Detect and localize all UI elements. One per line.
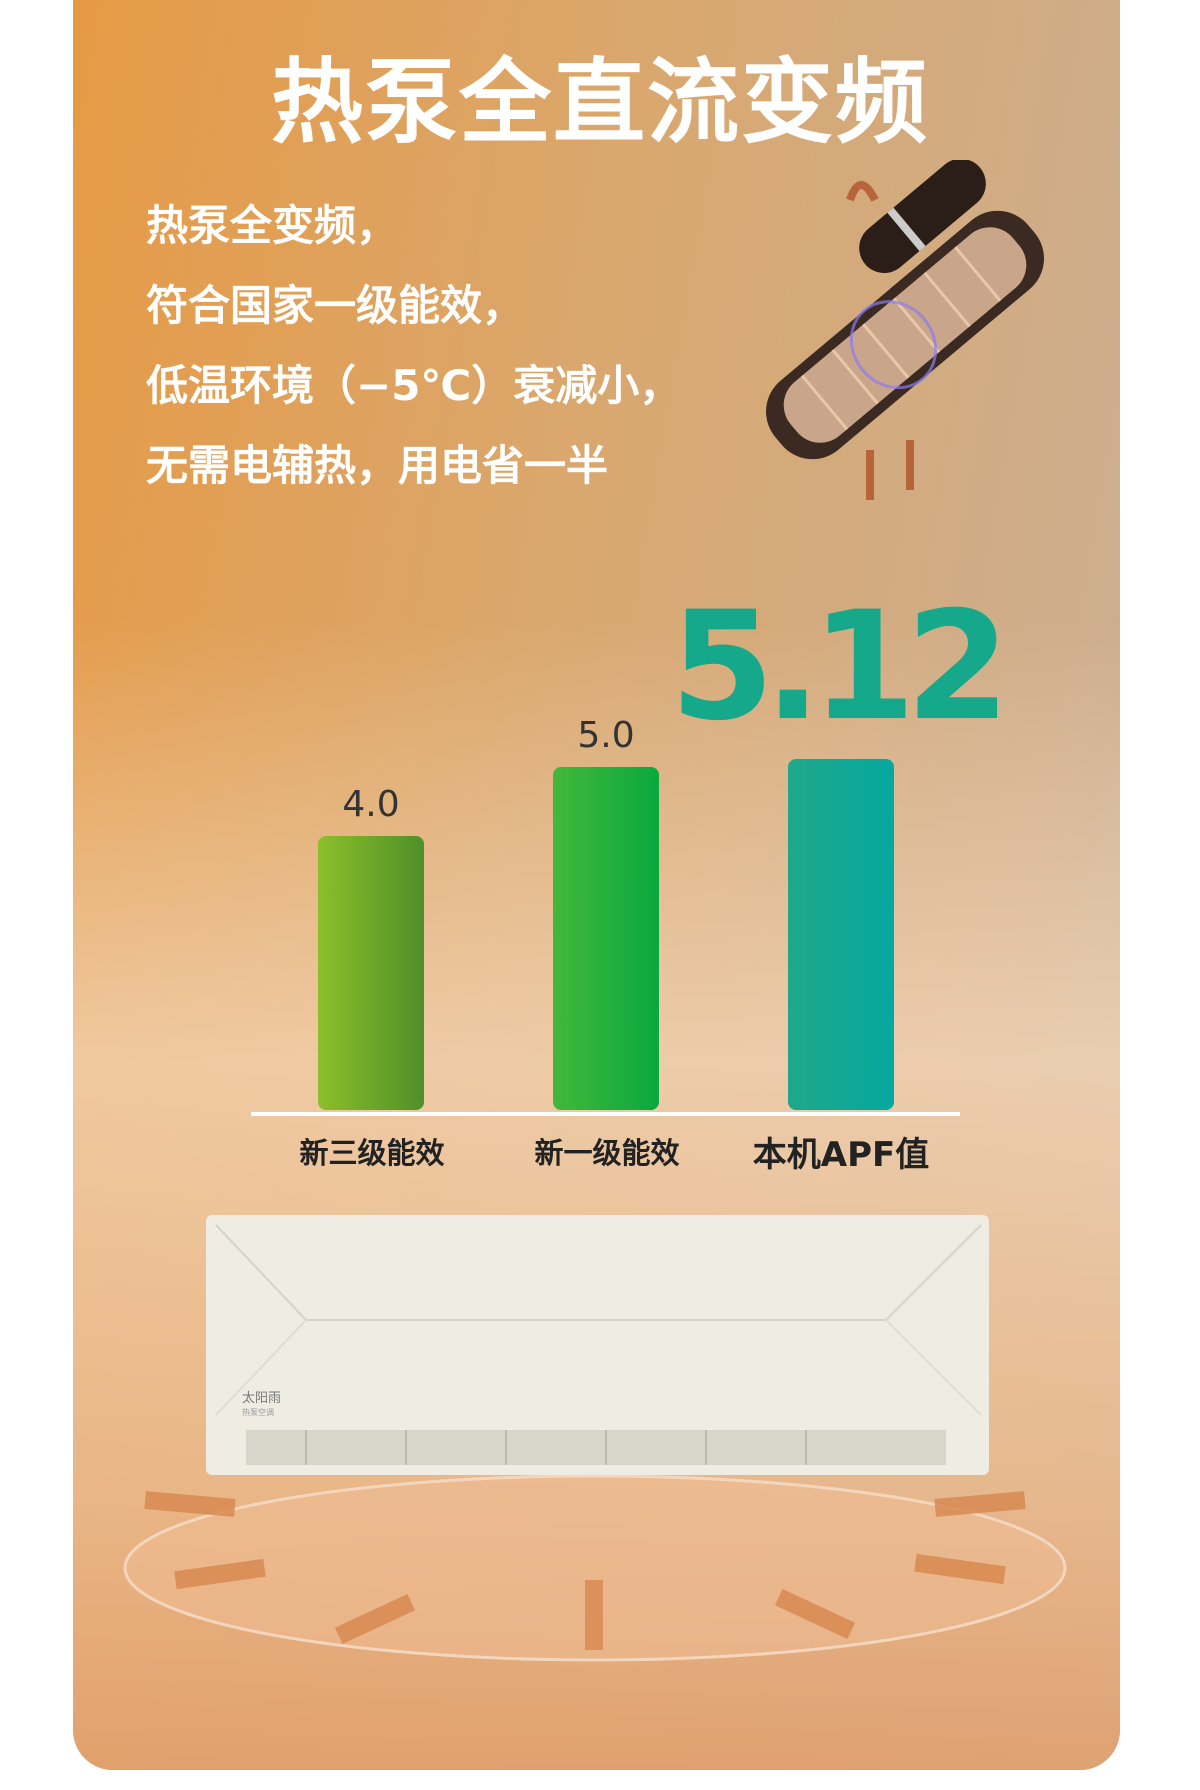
air-conditioner-image: 太阳雨 热泵空调 — [206, 1215, 989, 1475]
compressor-image — [766, 160, 1044, 500]
bar-value-label: 5.0 — [577, 715, 635, 757]
description-line: 符合国家一级能效， — [146, 281, 525, 330]
chart-baseline — [251, 1112, 960, 1116]
description-line: 热泵全变频， — [146, 201, 399, 250]
bar-level1 — [553, 767, 659, 1110]
display-platform — [123, 1474, 1067, 1662]
apf-highlight-value: 5.12 — [670, 580, 1010, 754]
category-label: 新三级能效 — [299, 1136, 445, 1170]
bar-this-unit — [788, 759, 894, 1110]
bar-value-label: 4.0 — [342, 783, 400, 825]
description-line: 低温环境（−5℃）衰减小， — [146, 361, 682, 410]
brand-logo: 太阳雨 — [242, 1391, 281, 1406]
bar-level3 — [318, 835, 424, 1110]
category-label: 新一级能效 — [534, 1136, 680, 1170]
svg-text:热泵空调: 热泵空调 — [242, 1407, 274, 1417]
category-label: 本机APF值 — [752, 1135, 930, 1175]
description-line: 无需电辅热，用电省一半 — [146, 441, 609, 490]
page-title: 热泵全直流变频 — [270, 49, 929, 156]
